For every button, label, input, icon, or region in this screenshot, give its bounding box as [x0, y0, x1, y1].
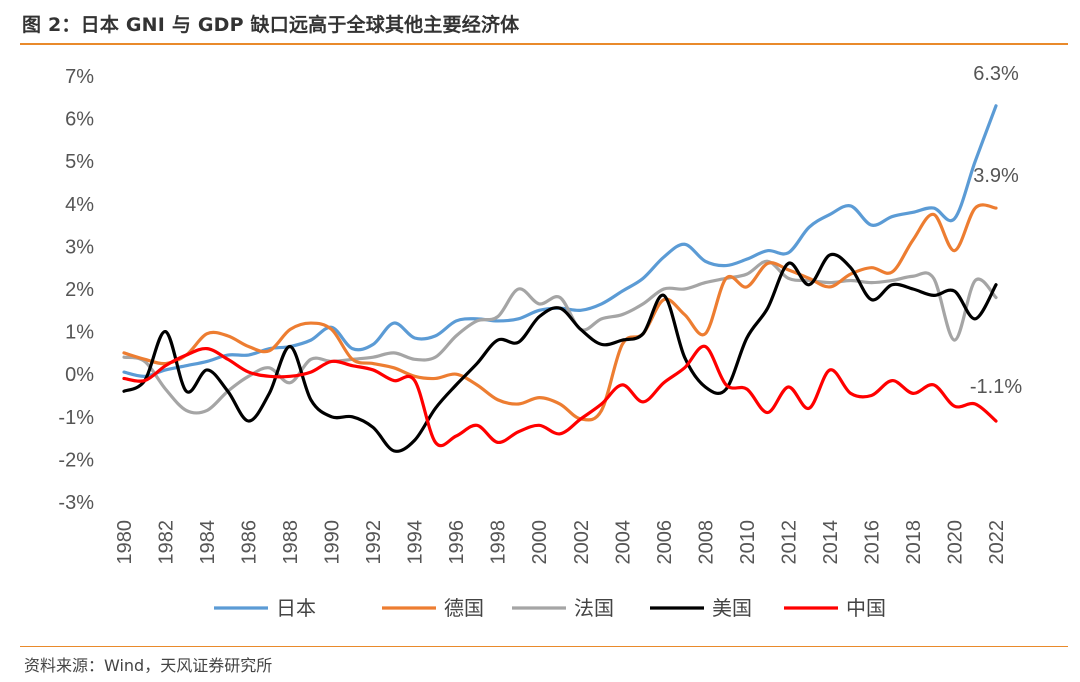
x-tick-label: 2010: [737, 520, 759, 565]
y-tick-label: -1%: [58, 407, 94, 429]
x-tick-label: 2006: [654, 520, 676, 565]
series-line-德国: [122, 203, 998, 422]
x-tick-label: 1996: [446, 520, 468, 565]
y-tick-label: 6%: [65, 109, 94, 131]
series-lines: [122, 104, 998, 453]
x-tick-label: 1994: [405, 520, 427, 565]
x-tick-label: 2002: [571, 520, 593, 565]
bottom-rule: [20, 646, 1068, 647]
x-axis-ticks: 1980 1982 1984 1986 1988 1990 1992 1994 1996 1998…: [114, 520, 1008, 565]
x-tick-label: 2000: [529, 520, 551, 565]
y-tick-label: 0%: [65, 364, 94, 386]
legend-label: 美国: [712, 596, 752, 620]
x-tick-label: 1980: [114, 520, 136, 565]
legend: 日本 德国 法国 美国 中国: [214, 596, 886, 620]
y-tick-label: 5%: [65, 151, 94, 173]
series-line-日本: [122, 104, 998, 378]
data-labels: 6.3% 3.9% -1.1%: [970, 63, 1022, 398]
x-tick-label: 1998: [488, 520, 510, 565]
series-line-中国: [122, 344, 998, 448]
x-tick-label: 1982: [156, 520, 178, 565]
y-tick-label: 1%: [65, 322, 94, 344]
legend-label: 中国: [846, 596, 886, 620]
data-label: 6.3%: [973, 63, 1019, 85]
series-line-法国: [122, 259, 998, 415]
legend-label: 法国: [574, 596, 614, 620]
data-label: -1.1%: [970, 376, 1022, 398]
x-tick-label: 2020: [944, 520, 966, 565]
y-tick-label: 2%: [65, 279, 94, 301]
x-tick-label: 1992: [363, 520, 385, 565]
y-tick-label: 4%: [65, 194, 94, 216]
y-tick-label: 7%: [65, 66, 94, 88]
legend-label: 日本: [276, 596, 316, 620]
source-note: 资料来源：Wind，天风证券研究所: [24, 656, 273, 675]
series-line-美国: [122, 252, 998, 453]
x-tick-label: 2004: [612, 520, 634, 565]
y-tick-label: 3%: [65, 236, 94, 258]
x-tick-label: 2018: [903, 520, 925, 565]
top-rule: [20, 43, 1068, 45]
data-label: 3.9%: [973, 165, 1019, 187]
x-tick-label: 1984: [197, 520, 219, 565]
legend-label: 德国: [444, 596, 484, 620]
x-tick-label: 1990: [322, 520, 344, 565]
y-axis-ticks: 7% 6% 5% 4% 3% 2% 1% 0% -1% -2% -3%: [58, 66, 94, 514]
x-tick-label: 1986: [239, 520, 261, 565]
x-tick-label: 2008: [695, 520, 717, 565]
y-tick-label: -2%: [58, 449, 94, 471]
x-tick-label: 2022: [986, 520, 1008, 565]
x-tick-label: 2014: [820, 520, 842, 565]
x-tick-label: 1988: [280, 520, 302, 565]
chart-title: 图 2：日本 GNI 与 GDP 缺口远高于全球其他主要经济体: [22, 14, 520, 36]
x-tick-label: 2016: [861, 520, 883, 565]
x-tick-label: 2012: [778, 520, 800, 565]
y-tick-label: -3%: [58, 492, 94, 514]
